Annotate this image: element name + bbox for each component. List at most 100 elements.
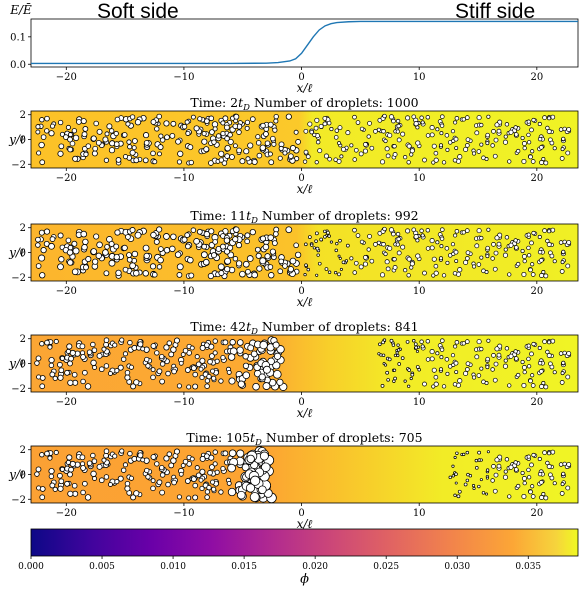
droplet bbox=[82, 480, 88, 487]
droplet bbox=[90, 470, 97, 477]
droplet bbox=[152, 159, 158, 165]
droplet bbox=[485, 254, 490, 259]
droplet bbox=[49, 236, 56, 242]
droplet bbox=[124, 480, 131, 487]
droplet bbox=[560, 482, 565, 487]
droplet bbox=[203, 342, 210, 349]
droplet bbox=[273, 352, 282, 360]
droplet bbox=[133, 490, 140, 497]
droplet bbox=[552, 259, 557, 264]
droplet bbox=[464, 228, 470, 233]
droplet bbox=[503, 358, 508, 363]
droplet bbox=[307, 121, 313, 127]
droplet bbox=[479, 235, 484, 241]
droplet bbox=[277, 155, 283, 161]
droplet bbox=[528, 267, 533, 273]
droplet bbox=[366, 134, 371, 139]
droplet bbox=[218, 489, 224, 495]
droplet bbox=[405, 228, 411, 234]
droplet bbox=[66, 343, 73, 350]
droplet bbox=[150, 485, 156, 492]
droplet bbox=[465, 143, 470, 148]
droplet bbox=[124, 485, 131, 492]
droplet bbox=[531, 117, 536, 123]
droplet bbox=[513, 238, 518, 243]
droplet bbox=[476, 373, 482, 378]
droplet bbox=[44, 339, 50, 346]
y-axis-label: y/ℓ bbox=[8, 468, 25, 482]
y-tick-label: 0 bbox=[20, 248, 26, 259]
droplet bbox=[396, 343, 400, 347]
droplet bbox=[471, 484, 476, 488]
droplet bbox=[189, 345, 195, 351]
droplet bbox=[199, 374, 205, 381]
x-tick-label: 10 bbox=[413, 397, 426, 408]
droplet bbox=[314, 117, 320, 123]
droplet bbox=[137, 452, 144, 459]
droplet bbox=[528, 378, 533, 384]
droplet bbox=[262, 382, 271, 390]
droplet bbox=[91, 347, 98, 353]
droplet bbox=[537, 360, 543, 366]
droplet bbox=[552, 146, 557, 151]
droplet bbox=[262, 131, 269, 137]
droplet bbox=[490, 256, 495, 261]
droplet bbox=[454, 116, 460, 121]
droplet bbox=[435, 127, 440, 132]
droplet bbox=[165, 370, 171, 377]
y-tick-label: 2 bbox=[20, 334, 26, 345]
droplet bbox=[326, 230, 330, 235]
droplet bbox=[166, 451, 173, 457]
droplet bbox=[391, 343, 396, 347]
droplet bbox=[389, 338, 394, 343]
droplet bbox=[526, 467, 531, 473]
droplet bbox=[233, 226, 240, 233]
droplet bbox=[108, 128, 115, 134]
droplet bbox=[323, 229, 327, 234]
droplet bbox=[461, 230, 466, 235]
droplet bbox=[485, 492, 489, 496]
x-tick-label: −10 bbox=[173, 508, 194, 519]
droplet bbox=[393, 376, 397, 381]
droplet bbox=[452, 158, 458, 163]
x-tick-label: 0 bbox=[298, 286, 304, 297]
droplet bbox=[471, 264, 477, 269]
y-axis-label: y/ℓ bbox=[8, 246, 25, 260]
droplet bbox=[145, 474, 151, 480]
droplet bbox=[65, 348, 71, 354]
droplet bbox=[322, 116, 328, 121]
droplet bbox=[220, 354, 226, 361]
droplet bbox=[48, 362, 55, 369]
droplet bbox=[440, 114, 445, 119]
droplet bbox=[526, 119, 531, 124]
droplet bbox=[379, 159, 386, 165]
droplet bbox=[236, 147, 242, 154]
droplet bbox=[120, 467, 127, 473]
droplet bbox=[86, 349, 93, 356]
droplet bbox=[211, 139, 217, 145]
droplet bbox=[224, 248, 231, 255]
droplet bbox=[508, 129, 514, 135]
droplet bbox=[521, 476, 527, 481]
droplet bbox=[131, 138, 138, 144]
droplet bbox=[521, 254, 527, 259]
droplet bbox=[474, 354, 480, 360]
droplet bbox=[323, 153, 329, 159]
droplet bbox=[264, 140, 271, 147]
droplet bbox=[521, 271, 527, 277]
droplet bbox=[39, 452, 45, 458]
droplet bbox=[203, 118, 210, 125]
droplet bbox=[119, 448, 125, 454]
droplet bbox=[218, 378, 224, 384]
droplet bbox=[237, 490, 246, 500]
droplet bbox=[134, 231, 142, 239]
droplet bbox=[552, 481, 557, 486]
droplet bbox=[383, 251, 388, 257]
droplet bbox=[559, 491, 565, 496]
droplet bbox=[492, 266, 498, 272]
droplet bbox=[546, 242, 552, 247]
droplet bbox=[176, 494, 183, 500]
droplet bbox=[490, 367, 495, 372]
droplet bbox=[538, 145, 544, 150]
droplet bbox=[96, 463, 103, 470]
